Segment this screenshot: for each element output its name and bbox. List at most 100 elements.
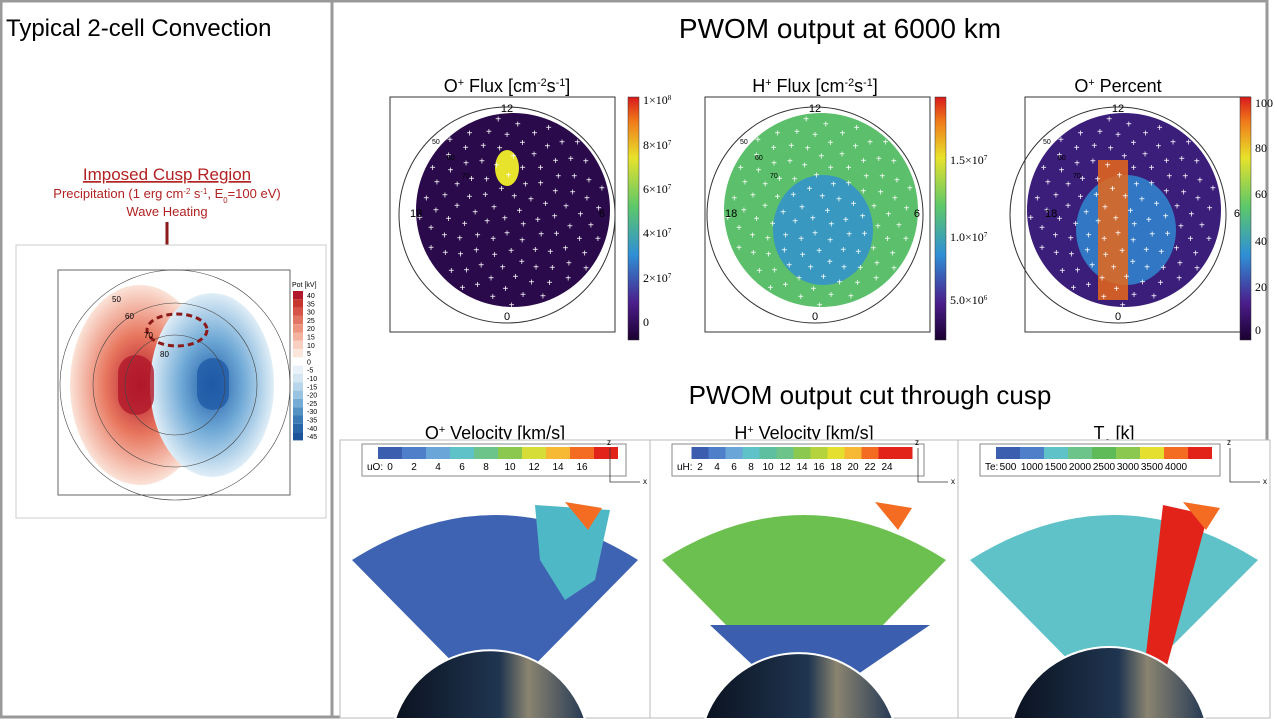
obs-marker: +	[1101, 234, 1107, 245]
obs-marker: +	[1065, 180, 1071, 191]
obs-marker: +	[756, 266, 762, 277]
obs-marker: +	[454, 180, 460, 191]
polar-outline	[706, 106, 924, 324]
panel-title: H+ Velocity [km/s]	[734, 423, 873, 443]
legend-swatch	[776, 447, 794, 459]
clock-label: 0	[504, 311, 510, 323]
obs-marker: +	[1193, 248, 1199, 259]
colorbar-label-part: 60	[1255, 187, 1267, 201]
obs-marker: +	[515, 119, 521, 130]
legend-label: 16	[576, 462, 588, 473]
cut-fan	[662, 515, 946, 690]
obs-marker: +	[442, 230, 448, 241]
colorbar-label-part: 80	[1255, 141, 1267, 155]
legend-swatch	[895, 447, 913, 459]
legend-swatch	[708, 447, 726, 459]
obs-marker: +	[1195, 194, 1201, 205]
obs-marker: +	[1058, 135, 1064, 146]
obs-marker: +	[532, 129, 538, 140]
obs-marker: +	[1155, 141, 1161, 152]
obs-marker: +	[1134, 179, 1140, 190]
colorbar-label-part: 7	[984, 231, 988, 239]
obs-marker: +	[472, 208, 478, 219]
obs-marker: +	[765, 233, 771, 244]
obs-marker: +	[796, 274, 802, 285]
obs-marker: +	[500, 263, 506, 274]
colorbar-label: 60	[1255, 187, 1267, 201]
obs-marker: +	[1146, 215, 1152, 226]
cusp-line-part: s	[190, 186, 201, 201]
obs-marker: +	[448, 165, 454, 176]
obs-marker: +	[505, 171, 511, 182]
obs-marker: +	[552, 186, 558, 197]
obs-marker: +	[1059, 266, 1065, 277]
obs-marker: +	[863, 172, 869, 183]
colorbar-label: 40	[1255, 234, 1267, 248]
axis-label: x	[951, 477, 955, 486]
legend-label: 6	[459, 462, 465, 473]
legend-swatch	[594, 447, 618, 459]
legend-swatch	[1020, 447, 1044, 459]
obs-marker: +	[798, 234, 804, 245]
polar-outline	[1009, 106, 1227, 324]
obs-marker: +	[574, 138, 580, 149]
obs-marker: +	[1158, 247, 1164, 258]
panel-title: H+ Flux [cm-2s-1]	[752, 76, 878, 96]
obs-marker: +	[509, 300, 515, 311]
obs-marker: +	[1185, 138, 1191, 149]
earth	[1011, 646, 1207, 720]
obs-marker: +	[434, 177, 440, 188]
obs-marker: +	[756, 165, 762, 176]
obs-marker: +	[577, 209, 583, 220]
obs-marker: +	[520, 290, 526, 301]
obs-marker: +	[839, 149, 845, 160]
obs-marker: +	[549, 263, 555, 274]
obs-marker: +	[1101, 292, 1107, 303]
obs-marker: +	[1139, 195, 1145, 206]
obs-marker: +	[1039, 243, 1045, 254]
colorbar-label: -25	[307, 401, 317, 408]
obs-marker: +	[873, 273, 879, 284]
obs-marker: +	[827, 235, 833, 246]
obs-marker: +	[750, 230, 756, 241]
panel-title-part: -2	[537, 77, 547, 89]
obs-marker: +	[484, 217, 490, 228]
legend-label: 2	[411, 462, 417, 473]
lat-label: 70	[144, 331, 153, 340]
obs-marker: +	[843, 215, 849, 226]
obs-marker: +	[1126, 119, 1132, 130]
obs-marker: +	[817, 300, 823, 311]
legend-swatch	[844, 447, 862, 459]
obs-marker: +	[531, 149, 537, 160]
obs-marker: +	[1102, 203, 1108, 214]
obs-marker: +	[1115, 228, 1121, 239]
obs-marker: +	[599, 183, 605, 194]
obs-marker: +	[1080, 174, 1086, 185]
legend-swatch	[1164, 447, 1188, 459]
obs-marker: +	[878, 188, 884, 199]
lat-label: 60	[125, 312, 134, 321]
clock-label: 6	[1234, 208, 1240, 220]
legend-label: 3500	[1141, 462, 1164, 473]
colorbar	[1239, 96, 1252, 341]
clock-label: 0	[1115, 311, 1121, 323]
obs-marker: +	[1140, 278, 1146, 289]
colorbar-swatch	[293, 349, 303, 358]
obs-marker: +	[1170, 138, 1176, 149]
obs-marker: +	[513, 272, 519, 283]
cusp-band	[535, 505, 610, 600]
obs-marker: +	[741, 205, 747, 216]
obs-marker: +	[502, 213, 508, 224]
obs-marker: +	[445, 150, 451, 161]
obs-marker: +	[1078, 128, 1084, 139]
colorbar-label: -15	[307, 384, 317, 391]
panel-title-part: Velocity [km/s]	[754, 423, 874, 443]
obs-marker: +	[846, 179, 852, 190]
obs-marker: +	[816, 246, 822, 257]
obs-marker: +	[885, 234, 891, 245]
axis-label: x	[643, 477, 647, 486]
legend-label: 4	[435, 462, 441, 473]
lat-label: 70	[1073, 173, 1081, 180]
clock-label: 12	[1112, 103, 1124, 115]
obs-marker: +	[827, 257, 833, 268]
